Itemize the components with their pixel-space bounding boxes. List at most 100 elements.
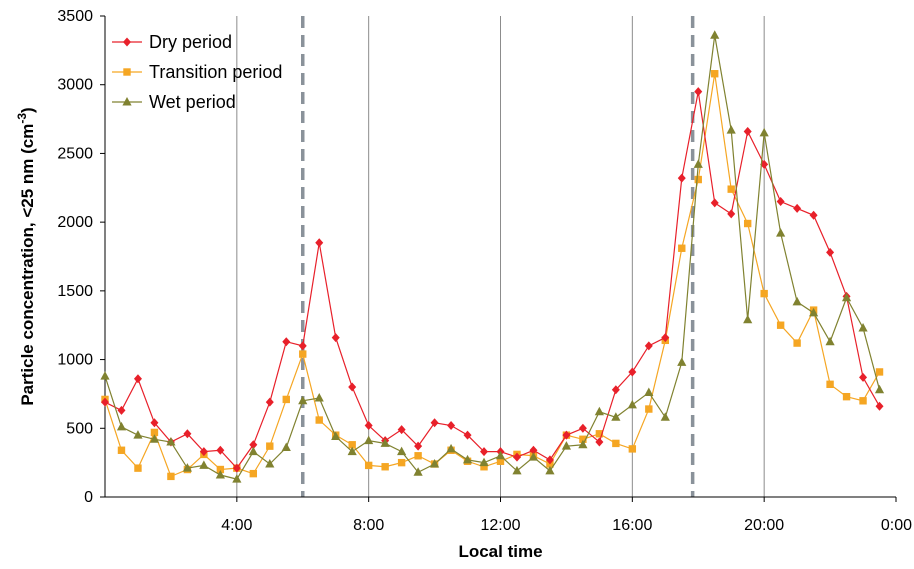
data-point (429, 459, 440, 468)
data-point (694, 87, 703, 97)
data-point (841, 292, 852, 302)
data-point (776, 228, 786, 237)
y-tick-label: 1000 (57, 352, 93, 369)
data-point (298, 341, 307, 351)
data-point (792, 296, 802, 306)
data-point (249, 440, 258, 450)
data-point (150, 418, 159, 428)
data-point (150, 428, 159, 437)
y-axis-label: Particle concentration, <25 nm (cm-3) (15, 107, 37, 405)
legend-item: Transition period (112, 62, 282, 82)
data-point (727, 209, 736, 219)
data-point (199, 460, 209, 469)
data-point (495, 450, 506, 460)
data-point (381, 463, 389, 471)
data-point (875, 401, 884, 411)
x-tick-label: 12:00 (480, 517, 520, 534)
legend-label: Wet period (149, 92, 236, 112)
data-point (315, 238, 324, 248)
y-tick-label: 500 (66, 420, 93, 437)
data-point (414, 452, 422, 460)
data-point (249, 469, 258, 478)
data-point (182, 463, 192, 472)
data-point (743, 219, 752, 228)
data-point (397, 458, 406, 467)
y-axis-label-main: Particle concentration, <25 nm (cm (18, 124, 37, 406)
legend-item: Dry period (112, 32, 232, 52)
data-point (875, 368, 884, 376)
data-point (842, 392, 851, 401)
data-point (480, 447, 489, 457)
data-point (743, 314, 753, 324)
data-point (462, 454, 473, 464)
data-point (694, 175, 702, 184)
data-point (528, 452, 539, 461)
data-point (364, 435, 374, 445)
data-point (446, 443, 456, 453)
data-point (314, 393, 324, 402)
data-point (133, 374, 142, 384)
data-point (348, 441, 356, 449)
data-point (644, 387, 654, 397)
data-point (167, 472, 175, 481)
data-point (413, 467, 423, 476)
data-point (101, 397, 109, 407)
data-point (133, 430, 143, 439)
data-point (215, 470, 225, 479)
data-point (611, 412, 621, 421)
data-point (199, 447, 208, 457)
data-point (858, 322, 868, 332)
data-point (579, 435, 587, 443)
data-point (595, 430, 604, 438)
x-tick-label: 0:00 (881, 517, 912, 534)
data-point (661, 333, 670, 343)
data-point (347, 446, 357, 456)
data-point (628, 445, 637, 453)
data-point (710, 198, 719, 208)
data-point (364, 461, 373, 470)
data-point (414, 441, 423, 451)
data-point (117, 446, 126, 454)
data-point (809, 307, 819, 317)
data-point (232, 463, 241, 473)
data-point (710, 30, 720, 39)
data-point (743, 126, 752, 136)
data-point (727, 185, 735, 193)
data-point (627, 399, 637, 409)
data-point (117, 405, 126, 415)
data-point (282, 395, 290, 404)
data-point (594, 406, 604, 416)
data-point (611, 385, 620, 395)
data-point (397, 425, 406, 435)
data-point (677, 357, 687, 366)
data-point (578, 423, 587, 433)
data-point (248, 446, 258, 456)
x-tick-label: 4:00 (221, 517, 252, 534)
data-point (266, 442, 274, 450)
data-point (693, 159, 703, 168)
data-point (645, 405, 653, 413)
data-point (776, 197, 785, 207)
data-point (496, 457, 505, 465)
data-point (809, 210, 818, 220)
series-group (100, 30, 885, 483)
data-point (216, 445, 225, 455)
gridlines (236, 16, 765, 497)
data-point (874, 384, 885, 394)
data-point (825, 336, 835, 346)
data-point (281, 442, 291, 452)
data-point (216, 465, 225, 474)
y-tick-label: 0 (84, 489, 93, 506)
legend-marker (123, 68, 131, 76)
data-point (561, 441, 572, 450)
data-point (232, 474, 242, 483)
data-point (331, 333, 340, 343)
legend-marker (123, 37, 131, 47)
data-point (100, 371, 110, 380)
x-tick-label: 16:00 (612, 517, 652, 534)
series-line (104, 91, 881, 470)
data-point (512, 465, 522, 475)
data-point (759, 127, 769, 137)
x-axis-label: Local time (458, 542, 542, 561)
